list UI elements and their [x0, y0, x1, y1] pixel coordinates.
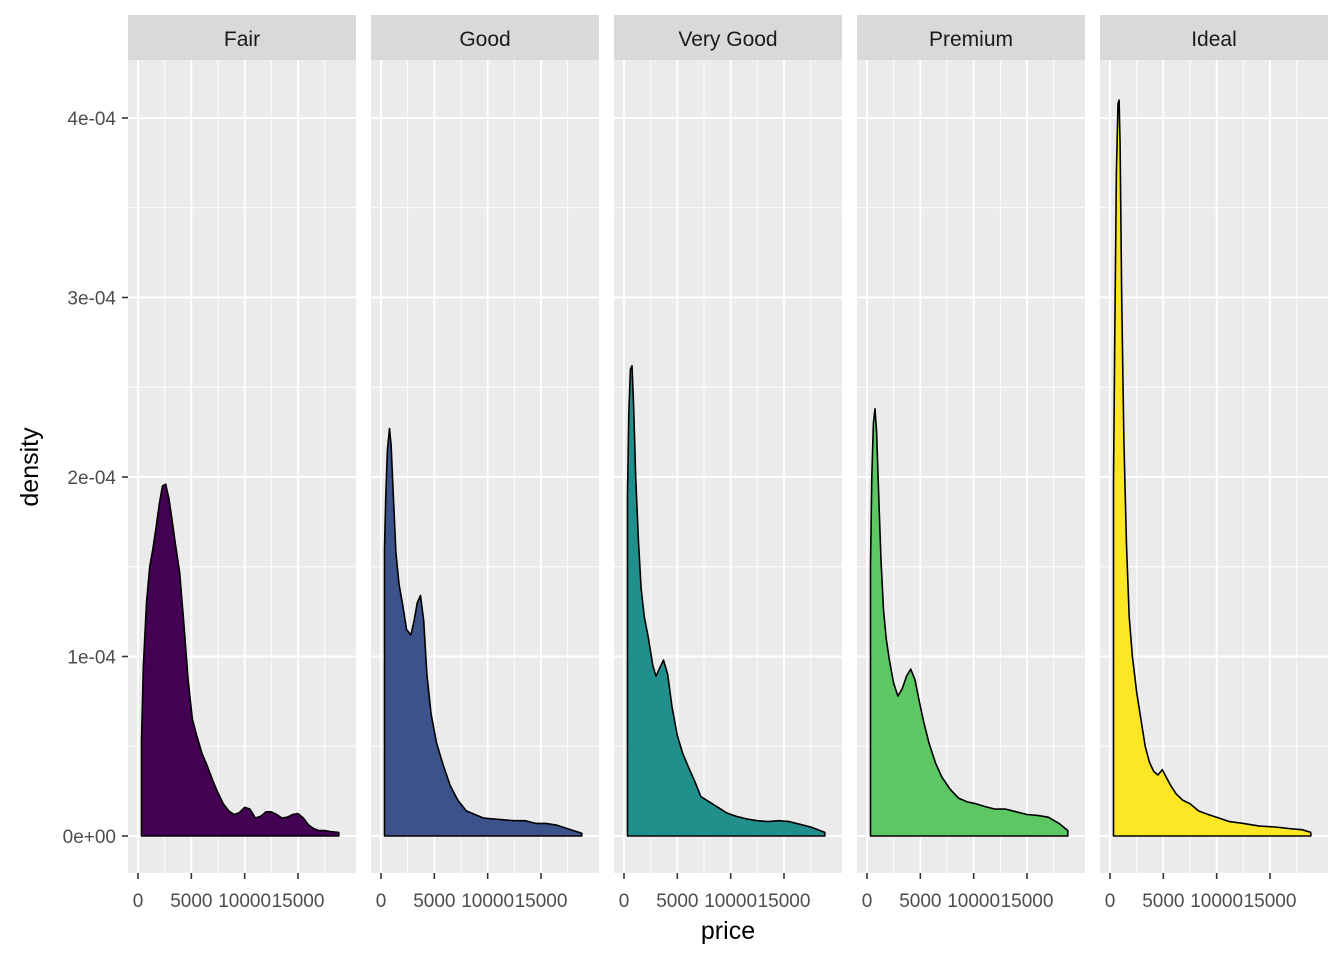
- x-tick-label: 10000: [1190, 891, 1243, 912]
- facet-strip: [371, 15, 599, 60]
- facet-fair: Fair 0 5000 10000 15000: [128, 15, 356, 912]
- y-tick-label: 2e-04: [67, 468, 116, 489]
- x-tick-label: 15000: [1001, 891, 1054, 912]
- x-tick-label: 5000: [413, 891, 455, 912]
- facet-label: Fair: [224, 28, 260, 51]
- facet-good: Good 0 5000 10000 15000: [371, 15, 599, 912]
- density-area-very-good: [626, 364, 826, 837]
- facet-strip: [614, 15, 842, 60]
- x-tick-label: 0: [862, 891, 873, 912]
- facet-label: Good: [459, 28, 510, 51]
- facet-ideal: Ideal 0 5000 10000 15000: [1100, 15, 1328, 912]
- x-tick-label: 15000: [758, 891, 811, 912]
- x-tick-label: 5000: [170, 891, 212, 912]
- x-tick-label: 15000: [272, 891, 325, 912]
- facet-label: Ideal: [1191, 28, 1237, 51]
- facet-strip: [128, 15, 356, 60]
- x-tick-label: 0: [376, 891, 387, 912]
- x-tick-label: 10000: [218, 891, 271, 912]
- facet-premium: Premium 0 5000 10000 15000: [857, 15, 1085, 912]
- x-tick-label: 15000: [1244, 891, 1297, 912]
- x-axis-title: price: [701, 917, 755, 945]
- y-tick-label: 3e-04: [67, 289, 116, 310]
- facet-very-good: Very Good 0 5000 10000 15000: [614, 15, 842, 912]
- x-tick-label: 0: [1105, 891, 1116, 912]
- x-tick-label: 10000: [461, 891, 514, 912]
- density-area-ideal: [1112, 99, 1312, 837]
- x-tick-label: 0: [133, 891, 144, 912]
- facet-strip: [1100, 15, 1328, 60]
- facet-label: Premium: [929, 28, 1013, 51]
- x-tick-label: 5000: [656, 891, 698, 912]
- x-tick-label: 10000: [947, 891, 1000, 912]
- facet-label: Very Good: [678, 28, 777, 51]
- density-area-fair: [140, 483, 340, 837]
- x-tick-label: 5000: [1142, 891, 1184, 912]
- y-tick-label: 1e-04: [67, 648, 116, 669]
- y-tick-label: 0e+00: [63, 827, 116, 848]
- y-axis: 0e+00 1e-04 2e-04 3e-04 4e-04: [63, 109, 128, 848]
- density-area-good: [383, 427, 583, 837]
- x-tick-label: 0: [619, 891, 630, 912]
- x-tick-label: 10000: [704, 891, 757, 912]
- density-area-premium: [869, 408, 1069, 837]
- facet-strip: [857, 15, 1085, 60]
- x-tick-label: 15000: [515, 891, 568, 912]
- y-tick-label: 4e-04: [67, 109, 116, 130]
- x-tick-label: 5000: [899, 891, 941, 912]
- y-axis-title: density: [16, 427, 44, 507]
